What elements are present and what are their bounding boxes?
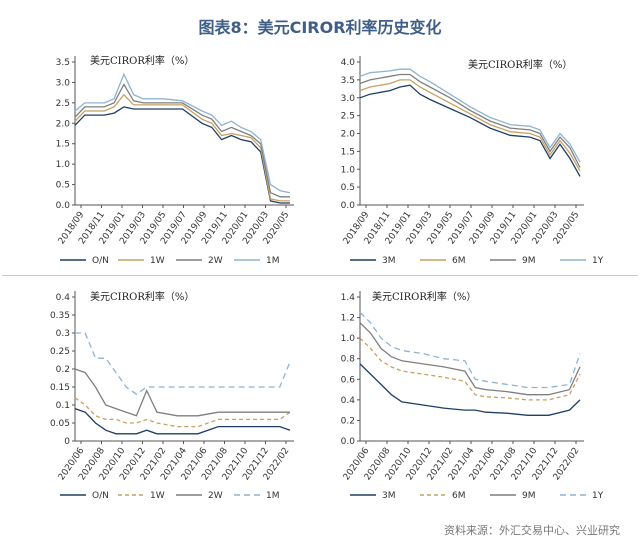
panel-title: 美元CIROR利率（%）: [372, 290, 476, 303]
y-tick-label: 1.0: [341, 334, 356, 344]
y-tick-label: 0.1: [56, 401, 70, 411]
legend-label: 1W: [150, 491, 165, 501]
legend-label: 6M: [452, 256, 466, 266]
series-line-1y: [359, 68, 581, 163]
y-tick-label: 0.25: [50, 347, 70, 357]
legend-label: 3M: [382, 491, 396, 501]
y-tick-label: 0.5: [341, 183, 355, 193]
chart-panel-4: 美元CIROR利率（%）0.00.20.40.60.81.01.21.42020…: [341, 290, 604, 501]
series-line-9m: [359, 322, 581, 396]
y-tick-label: 0.0: [341, 437, 356, 447]
y-tick-label: 2.0: [341, 130, 356, 140]
y-tick-label: 1.5: [56, 140, 70, 150]
y-tick-label: 1.0: [341, 165, 356, 175]
y-tick-label: 0.0: [341, 201, 356, 211]
legend-label: 1Y: [592, 491, 604, 501]
series-line-1m: [74, 72, 291, 194]
legend-label: 2W: [208, 491, 223, 501]
series-line-6m: [359, 79, 581, 172]
y-tick-label: 1.2: [341, 314, 355, 324]
series-line-3m: [359, 363, 581, 416]
series-line-3m: [359, 84, 581, 177]
panel-title: 美元CIROR利率（%）: [468, 58, 572, 71]
y-tick-label: 0.4: [56, 293, 71, 303]
y-tick-label: 2.0: [56, 119, 71, 129]
series-line-1m: [75, 332, 291, 395]
y-tick-label: 2.5: [341, 112, 355, 122]
y-tick-label: 3.5: [341, 76, 355, 86]
legend-label: 9M: [522, 256, 536, 266]
chart-panel-2: 美元CIROR利率（%）0.00.51.01.52.02.53.03.54.02…: [341, 56, 604, 266]
y-tick-label: 0.0: [56, 201, 71, 211]
series-line-2w: [74, 368, 290, 417]
legend-label: O/N: [92, 491, 109, 501]
y-tick-label: 0.35: [50, 311, 70, 321]
legend-label: O/N: [92, 256, 109, 266]
legend-label: 1M: [266, 491, 280, 501]
legend-label: 1M: [266, 256, 280, 266]
legend-label: 9M: [522, 491, 536, 501]
y-tick-label: 0.2: [341, 416, 355, 426]
panel-title: 美元CIROR利率（%）: [90, 290, 194, 303]
series-line-on: [74, 106, 290, 204]
y-tick-label: 0.8: [341, 355, 356, 365]
y-tick-label: 0.6: [341, 375, 356, 385]
y-tick-label: 3.5: [56, 58, 70, 68]
series-line-1y: [359, 311, 581, 389]
y-tick-label: 1.5: [341, 147, 355, 157]
series-line-1w: [74, 397, 291, 428]
legend-label: 1W: [150, 256, 165, 266]
source-note: 资料来源：外汇交易中心、兴业研究: [444, 524, 620, 537]
y-tick-label: 2.5: [56, 99, 70, 109]
y-tick-label: 0.15: [50, 383, 70, 393]
legend-label: 2W: [208, 256, 223, 266]
y-tick-label: 0: [64, 437, 70, 447]
series-line-2w: [74, 83, 290, 198]
y-tick-label: 1.4: [341, 293, 356, 303]
series-line-1w: [74, 93, 290, 202]
legend-label: 1Y: [592, 256, 604, 266]
legend-label: 6M: [452, 491, 466, 501]
figure-title: 图表8：美元CIROR利率历史变化: [198, 18, 442, 37]
series-line-9m: [359, 73, 581, 168]
chart-panel-1: 美元CIROR利率（%）0.00.51.01.52.02.53.03.52018…: [56, 54, 294, 266]
legend-label: 3M: [382, 256, 396, 266]
y-tick-label: 0.4: [341, 396, 356, 406]
y-tick-label: 1.0: [56, 160, 71, 170]
y-tick-label: 0.5: [56, 181, 70, 191]
y-tick-label: 3.0: [56, 78, 71, 88]
y-tick-label: 4.0: [341, 58, 356, 68]
y-tick-label: 0.2: [56, 365, 70, 375]
y-tick-label: 3.0: [341, 94, 356, 104]
panel-divider: [2, 275, 638, 276]
series-line-on: [74, 407, 291, 435]
chart-panel-3: 美元CIROR利率（%） 0 0.05 0.1 0.15 0.2 0.25 0.3 0.35 0.…: [50, 290, 294, 501]
y-tick-label: 0.3: [56, 329, 70, 339]
panel-title: 美元CIROR利率（%）: [90, 54, 194, 67]
y-tick-label: 0.05: [50, 419, 70, 429]
